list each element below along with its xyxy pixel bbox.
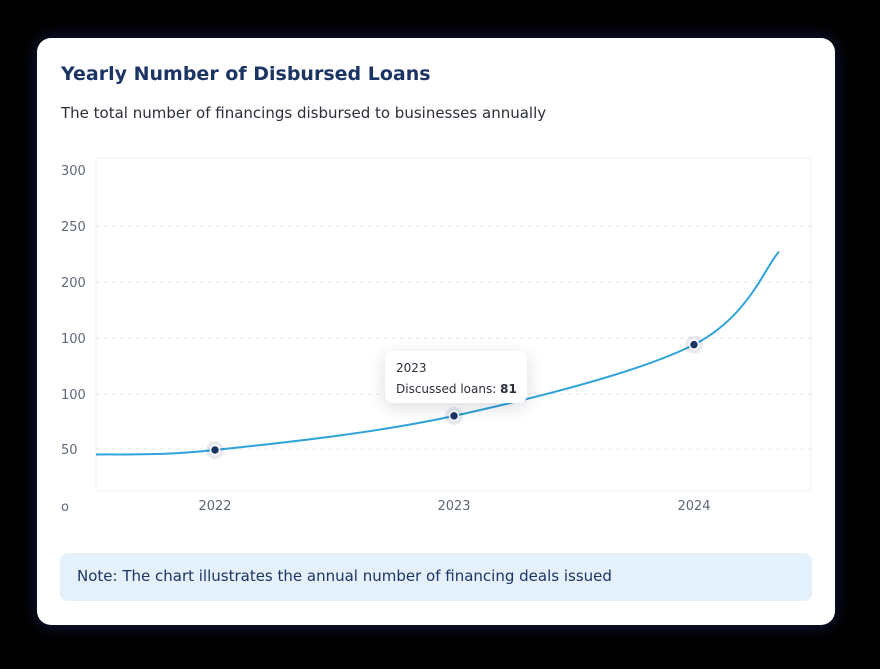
- y-tick-label: o: [61, 500, 69, 515]
- y-tick-label: 300: [61, 164, 86, 179]
- y-axis: o 50 100 100 200 250 300: [61, 164, 86, 515]
- y-tick-label: 200: [61, 276, 86, 291]
- tooltip-label: Discussed loans:: [396, 382, 497, 396]
- x-tick-label: 2022: [198, 499, 231, 514]
- tooltip-line: Discussed loans: 81: [396, 382, 517, 396]
- x-axis: 2022 2023 2024: [198, 499, 710, 514]
- x-tick-label: 2024: [677, 499, 710, 514]
- y-tick-label: 250: [61, 220, 86, 235]
- chart-card: Yearly Number of Disbursed Loans The tot…: [37, 38, 835, 625]
- data-point: [688, 339, 700, 350]
- points-layer: [206, 335, 703, 459]
- data-point: [448, 410, 460, 422]
- tooltip-year: 2023: [396, 361, 427, 375]
- tooltip-value: 81: [500, 382, 517, 396]
- grid-lines: [96, 225, 811, 450]
- plot-border: [95, 157, 812, 492]
- data-point: [209, 444, 221, 456]
- line-chart: o 50 100 100 200 250 300 2022 2023 2024: [61, 157, 812, 515]
- y-tick-label: 100: [61, 388, 86, 403]
- chart-subtitle: The total number of financings disbursed…: [61, 104, 547, 122]
- chart-note: Note: The chart illustrates the annual n…: [60, 553, 812, 601]
- chart-title: Yearly Number of Disbursed Loans: [61, 63, 431, 85]
- y-tick-label: 100: [61, 332, 86, 347]
- data-tooltip: 2023 Discussed loans: 81: [385, 351, 527, 403]
- y-tick-label: 50: [61, 443, 78, 458]
- plot-frame: [95, 157, 812, 492]
- note-text: Note: The chart illustrates the annual n…: [77, 567, 612, 585]
- x-tick-label: 2023: [437, 499, 470, 514]
